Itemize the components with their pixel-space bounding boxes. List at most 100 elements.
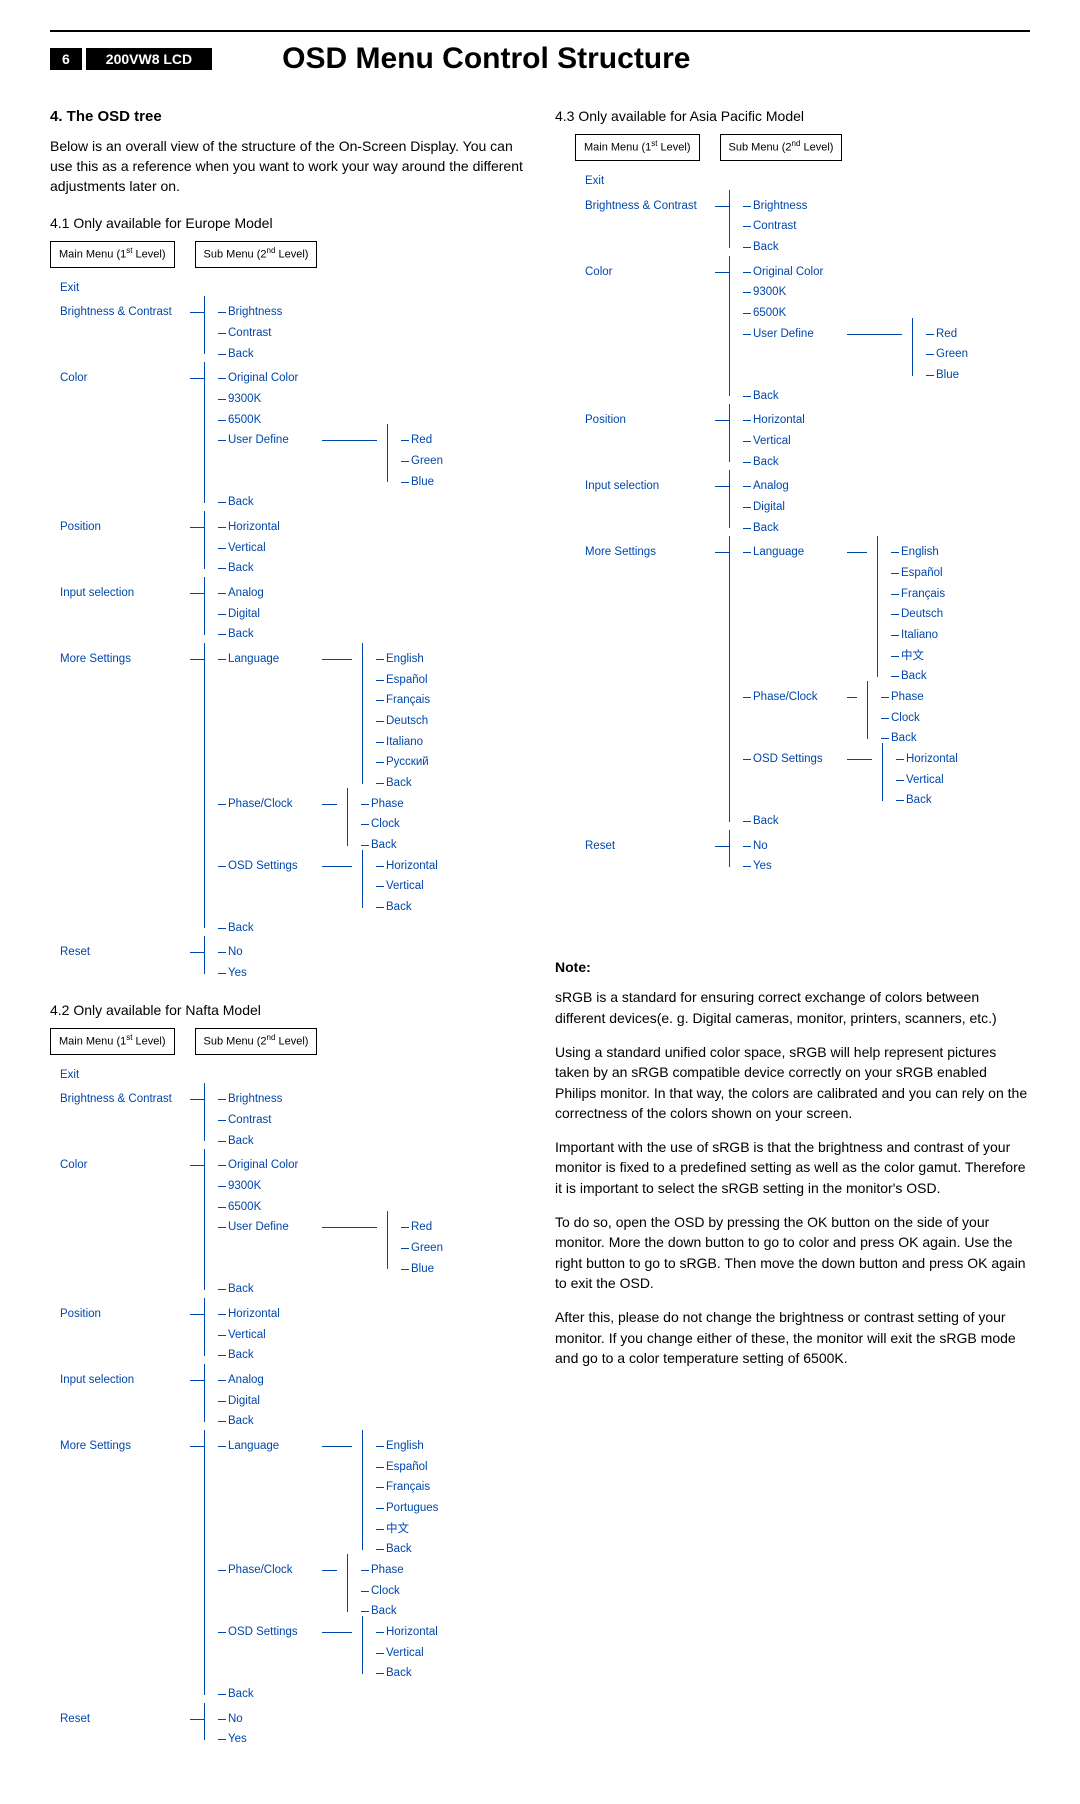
intro-text: Below is an overall view of the structur… bbox=[50, 136, 525, 197]
tree-item: Back bbox=[228, 918, 318, 939]
tree-4-2: Main Menu (1st Level) Sub Menu (2nd Leve… bbox=[50, 1028, 525, 1750]
tree-item: Clock bbox=[371, 814, 461, 835]
tree-item: Русский bbox=[386, 752, 476, 773]
tree-item: Position bbox=[60, 1304, 190, 1325]
tree-item: Back bbox=[228, 624, 318, 645]
main-menu-header: Main Menu (1st Level) bbox=[50, 241, 175, 268]
tree-item: Brightness bbox=[228, 302, 318, 323]
tree-item: Portugues bbox=[386, 1498, 476, 1519]
tree-exit: Exit bbox=[60, 278, 525, 299]
tree-item: More Settings bbox=[585, 542, 715, 563]
tree-item: Français bbox=[901, 584, 991, 605]
tree-item: Original Color bbox=[228, 368, 318, 389]
sub-4-2: 4.2 Only available for Nafta Model bbox=[50, 1000, 525, 1020]
tree-item: Phase/Clock bbox=[753, 687, 843, 708]
two-column-layout: 4. The OSD tree Below is an overall view… bbox=[50, 106, 1030, 1754]
tree-item: Green bbox=[411, 451, 501, 472]
tree-item: 中文 bbox=[386, 1519, 476, 1540]
tree-item: Phase bbox=[891, 687, 981, 708]
tree-item: Brightness bbox=[753, 196, 843, 217]
tree-item: Brightness & Contrast bbox=[60, 1089, 190, 1110]
tree-headers: Main Menu (1st Level) Sub Menu (2nd Leve… bbox=[575, 134, 1030, 161]
tree-more-settings: More Settings Language English Español bbox=[60, 649, 525, 938]
tree-item: Contrast bbox=[228, 323, 318, 344]
tree-item: Analog bbox=[228, 1370, 318, 1391]
tree-item: Back bbox=[228, 344, 318, 365]
tree-item: Horizontal bbox=[386, 856, 476, 877]
tree-item: Clock bbox=[891, 708, 981, 729]
tree-item: No bbox=[228, 942, 318, 963]
tree-item: Contrast bbox=[753, 216, 843, 237]
tree-item: Analog bbox=[228, 583, 318, 604]
left-column: 4. The OSD tree Below is an overall view… bbox=[50, 106, 525, 1754]
page-header: 6 200VW8 LCD OSD Menu Control Structure bbox=[50, 30, 1030, 76]
tree-item: Back bbox=[228, 1411, 318, 1432]
tree-item: Phase bbox=[371, 794, 461, 815]
tree-item: Red bbox=[411, 1217, 501, 1238]
sub-menu-header: Sub Menu (2nd Level) bbox=[720, 134, 843, 161]
tree-item: Reset bbox=[585, 836, 715, 857]
tree-position: Position Horizontal Vertical Back bbox=[60, 517, 525, 579]
tree-item: Green bbox=[411, 1238, 501, 1259]
tree-item: 9300K bbox=[228, 1176, 318, 1197]
tree-item: Yes bbox=[753, 856, 843, 877]
product-badge: 200VW8 LCD bbox=[86, 48, 212, 70]
sub-4-3: 4.3 Only available for Asia Pacific Mode… bbox=[555, 106, 1030, 126]
tree-item: Digital bbox=[753, 497, 843, 518]
main-menu-header: Main Menu (1st Level) bbox=[50, 1028, 175, 1055]
tree-item: English bbox=[386, 649, 476, 670]
tree-headers: Main Menu (1st Level) Sub Menu (2nd Leve… bbox=[50, 241, 525, 268]
tree-item: Back bbox=[386, 897, 476, 918]
tree-item: Blue bbox=[411, 1259, 501, 1280]
tree-item: Color bbox=[585, 262, 715, 283]
tree-item: Back bbox=[386, 1663, 476, 1684]
tree-item: Reset bbox=[60, 1709, 190, 1730]
tree-item: Français bbox=[386, 690, 476, 711]
tree-item: Yes bbox=[228, 963, 318, 984]
tree-root: Exit Brightness & Contrast Brightness Co… bbox=[60, 1065, 525, 1751]
tree-item: Back bbox=[891, 728, 981, 749]
tree-item: Back bbox=[753, 386, 843, 407]
tree-item: Yes bbox=[228, 1729, 318, 1750]
tree-item: Deutsch bbox=[901, 604, 991, 625]
tree-item: Brightness & Contrast bbox=[585, 196, 715, 217]
tree-item: Language bbox=[228, 649, 318, 670]
tree-item: Original Color bbox=[228, 1155, 318, 1176]
tree-item: Vertical bbox=[228, 538, 318, 559]
note-paragraph: To do so, open the OSD by pressing the O… bbox=[555, 1212, 1030, 1293]
tree-item: Exit bbox=[60, 1065, 190, 1086]
tree-item: Vertical bbox=[228, 1325, 318, 1346]
page-number-badge: 6 bbox=[50, 48, 82, 70]
tree-item: More Settings bbox=[60, 1436, 190, 1457]
tree-item: Blue bbox=[411, 472, 501, 493]
sub-menu-header: Sub Menu (2nd Level) bbox=[195, 1028, 318, 1055]
tree-item: Back bbox=[753, 452, 843, 473]
tree-item: User Define bbox=[228, 1217, 318, 1238]
tree-item: Back bbox=[753, 811, 843, 832]
tree-item: Red bbox=[936, 324, 1026, 345]
tree-item: User Define bbox=[228, 430, 318, 451]
tree-item: Back bbox=[371, 1601, 461, 1622]
tree-item: No bbox=[753, 836, 843, 857]
tree-item: OSD Settings bbox=[228, 856, 318, 877]
tree-item: Language bbox=[753, 542, 843, 563]
tree-item: Language bbox=[228, 1436, 318, 1457]
document-page: 6 200VW8 LCD OSD Menu Control Structure … bbox=[0, 0, 1080, 1804]
tree-item: 9300K bbox=[753, 282, 843, 303]
tree-item: OSD Settings bbox=[753, 749, 843, 770]
tree-item: Horizontal bbox=[228, 517, 318, 538]
tree-item: Back bbox=[228, 1684, 318, 1705]
tree-item: No bbox=[228, 1709, 318, 1730]
tree-item: Vertical bbox=[386, 876, 476, 897]
note-paragraph: After this, please do not change the bri… bbox=[555, 1307, 1030, 1368]
tree-headers: Main Menu (1st Level) Sub Menu (2nd Leve… bbox=[50, 1028, 525, 1055]
tree-item: Digital bbox=[228, 1391, 318, 1412]
page-title: OSD Menu Control Structure bbox=[282, 42, 690, 76]
tree-item: Horizontal bbox=[753, 410, 843, 431]
tree-item: User Define bbox=[753, 324, 843, 345]
tree-item: Input selection bbox=[585, 476, 715, 497]
tree-item: Español bbox=[901, 563, 991, 584]
tree-item: Digital bbox=[228, 604, 318, 625]
tree-item: 6500K bbox=[753, 303, 843, 324]
tree-item: Analog bbox=[753, 476, 843, 497]
